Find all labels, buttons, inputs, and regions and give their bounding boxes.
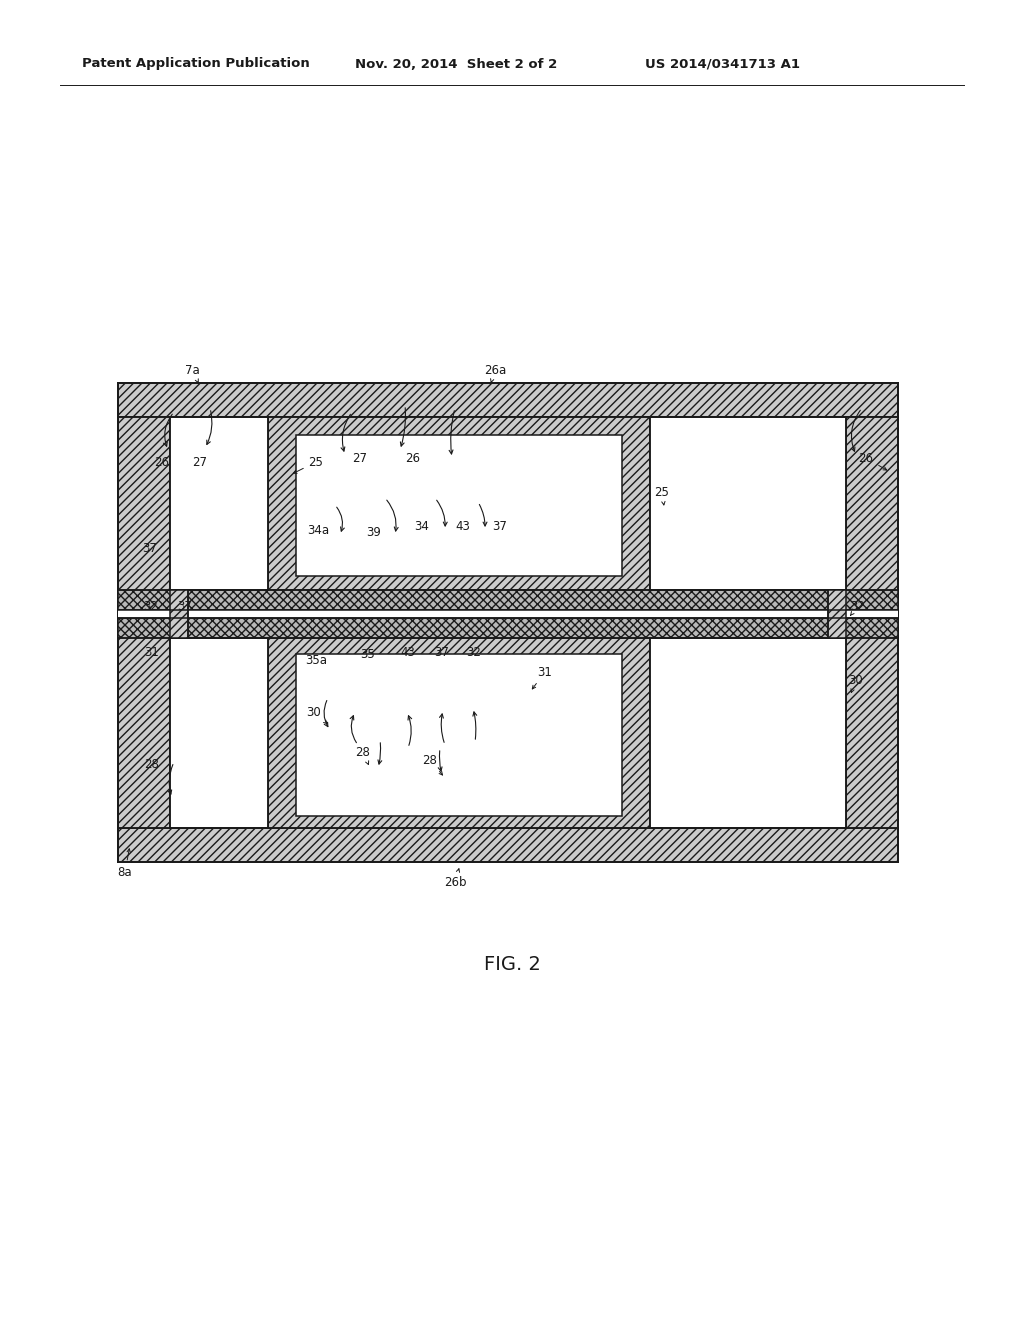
Text: 32: 32: [466, 645, 481, 659]
Text: 34a: 34a: [307, 524, 329, 536]
Bar: [118, 610, 898, 618]
Bar: [170, 590, 188, 638]
Text: 32: 32: [851, 599, 865, 615]
Text: 31: 31: [144, 645, 159, 659]
Bar: [118, 618, 898, 638]
Text: 26: 26: [858, 451, 887, 470]
Bar: [650, 417, 846, 590]
Bar: [296, 653, 622, 816]
Bar: [118, 417, 170, 828]
Text: Nov. 20, 2014  Sheet 2 of 2: Nov. 20, 2014 Sheet 2 of 2: [355, 58, 557, 70]
Text: 39: 39: [366, 527, 381, 540]
Text: 26: 26: [406, 451, 420, 465]
Text: 7a: 7a: [184, 363, 200, 383]
Text: 28: 28: [355, 746, 371, 764]
Text: US 2014/0341713 A1: US 2014/0341713 A1: [645, 58, 800, 70]
Bar: [846, 417, 898, 828]
Bar: [268, 417, 650, 590]
Text: 26: 26: [154, 455, 169, 469]
Text: 26a: 26a: [484, 363, 506, 383]
Text: 37: 37: [434, 645, 449, 659]
Text: 27: 27: [193, 455, 207, 469]
Text: FIG. 2: FIG. 2: [483, 956, 541, 974]
Bar: [650, 638, 846, 828]
Text: 32: 32: [143, 599, 158, 612]
Text: 30: 30: [306, 705, 327, 723]
Text: 26b: 26b: [443, 869, 466, 888]
Text: 8a: 8a: [118, 849, 132, 879]
Text: 37: 37: [142, 541, 157, 554]
Bar: [170, 638, 268, 828]
Text: 37: 37: [492, 520, 507, 533]
Bar: [118, 828, 898, 862]
Bar: [828, 590, 846, 638]
Text: 43: 43: [455, 520, 470, 533]
Bar: [170, 417, 268, 590]
Text: Patent Application Publication: Patent Application Publication: [82, 58, 309, 70]
Text: 25: 25: [654, 486, 670, 506]
Text: 28: 28: [144, 759, 159, 771]
Text: 28: 28: [423, 754, 442, 775]
Text: 37: 37: [177, 599, 191, 612]
Bar: [268, 638, 650, 828]
Text: 30: 30: [849, 673, 863, 693]
Text: 27: 27: [352, 451, 367, 465]
Text: 34: 34: [414, 520, 429, 533]
Text: 31: 31: [532, 665, 552, 689]
Bar: [118, 590, 898, 610]
Text: 35a: 35a: [305, 653, 327, 667]
Text: 25: 25: [294, 455, 324, 474]
Bar: [296, 436, 622, 576]
Text: 43: 43: [400, 645, 415, 659]
Bar: [118, 383, 898, 417]
Text: 35: 35: [360, 648, 375, 661]
